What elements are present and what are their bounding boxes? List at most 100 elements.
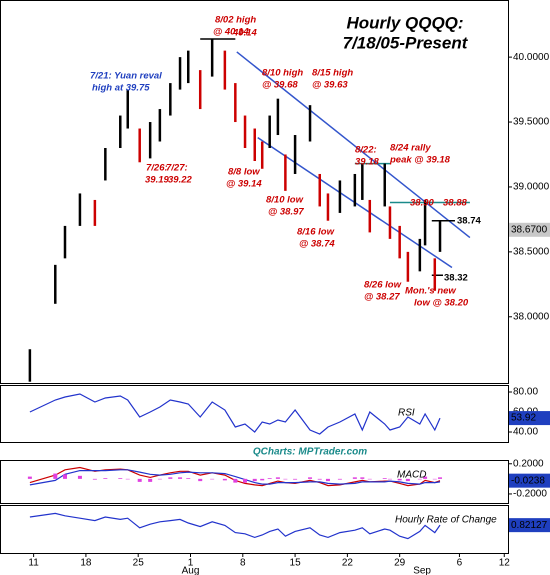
histogram-bar	[367, 478, 372, 480]
last-value-label: 53.92	[511, 413, 536, 424]
annotation: 39.18	[355, 157, 379, 168]
histogram-bar	[210, 478, 215, 480]
y-tick-label: 40.00	[513, 427, 538, 438]
annotation: @ 39.14	[226, 179, 262, 190]
histogram-bar	[148, 478, 153, 482]
histogram-bar	[308, 477, 313, 479]
annotation: 7/21: Yuan reval	[90, 71, 162, 82]
histogram-bar	[186, 478, 191, 479]
last-value-label: -0.0238	[511, 475, 545, 486]
annotation: 8/16 low	[297, 227, 335, 238]
panel-frame	[0, 0, 509, 384]
histogram-bar	[405, 478, 410, 482]
x-tick-label: 12	[499, 558, 511, 569]
annotation: 7/27:	[166, 163, 188, 174]
histogram-bar	[382, 478, 387, 479]
histogram-bar	[168, 477, 173, 479]
annotation: @ 38.74	[299, 239, 335, 250]
y-tick-label: 40.0000	[513, 52, 550, 63]
histogram-bar	[157, 478, 162, 480]
last-value-label: 0.82127	[511, 520, 548, 531]
y-tick-label: 38.5000	[513, 247, 550, 258]
y-tick-label: 39.5000	[513, 117, 550, 128]
annotation: 7/26:	[146, 163, 168, 174]
x-tick-label: 18	[80, 558, 92, 569]
trend-line	[236, 51, 471, 239]
indicator-line	[29, 393, 441, 435]
x-tick-label: 11	[28, 558, 39, 569]
annotation: peak @ 39.18	[389, 155, 451, 166]
source: QCharts: MPTrader.com	[253, 447, 367, 458]
month-label: Aug	[182, 566, 200, 575]
y-tick-label: -0.2000	[513, 489, 547, 500]
last-value-box	[509, 518, 550, 533]
histogram-bar	[417, 478, 422, 480]
histogram-bar	[118, 478, 123, 479]
annotation: @ 39.68	[262, 80, 298, 91]
histogram-bar	[387, 478, 392, 480]
annotation: @ 39.63	[312, 80, 348, 91]
histogram-bar	[233, 478, 238, 483]
histogram-bar	[360, 477, 365, 479]
histogram-bar	[125, 478, 130, 480]
x-tick-label: 1	[188, 558, 194, 569]
histogram-bar	[432, 478, 437, 480]
annotation: high at 39.75	[92, 83, 150, 94]
x-tick-label: 29	[394, 558, 406, 569]
histogram-bar	[438, 477, 443, 479]
annotation: 8/02 high	[215, 15, 256, 26]
annotation: 38.90	[410, 198, 434, 209]
panel-frame	[0, 385, 509, 443]
annotation: 8/26 low	[364, 280, 402, 291]
histogram-bar	[325, 478, 330, 482]
histogram-bar	[337, 478, 342, 480]
panel-frame	[0, 505, 509, 554]
last-value-box	[509, 411, 550, 426]
annotation: @ 40.14	[213, 27, 249, 38]
histogram-bar	[397, 478, 402, 481]
last-value-box	[509, 222, 550, 237]
chart-title: 7/18/05-Present	[343, 33, 469, 52]
histogram-bar	[260, 478, 265, 481]
annotation: @ 38.27	[364, 292, 400, 303]
y-tick-label: 39.0000	[513, 182, 550, 193]
indicator-title: Hourly Rate of Change	[395, 515, 497, 526]
annotation: @ 38.97	[268, 207, 304, 218]
annotation: 8/15 high	[312, 68, 353, 79]
histogram-bar	[283, 478, 288, 480]
histogram-bar	[243, 478, 248, 483]
annotation: low @ 38.20	[414, 298, 469, 309]
histogram-bar	[53, 473, 58, 479]
indicator-title: RSI	[398, 408, 415, 419]
annotation: 8/8 low	[228, 167, 260, 178]
annotation: 40.14	[232, 28, 257, 39]
histogram-bar	[317, 478, 322, 480]
y-tick-label: 0.2000	[513, 458, 544, 469]
x-tick-label: 15	[290, 558, 302, 569]
indicator-title: MACD	[397, 470, 426, 481]
annotation: 8/10 high	[262, 68, 303, 79]
histogram-bar	[267, 478, 272, 479]
y-tick-label: 80.00	[513, 387, 538, 398]
last-value-label: 38.6700	[511, 224, 548, 235]
month-label: Sep	[413, 566, 431, 575]
histogram-bar	[137, 478, 142, 482]
histogram-bar	[198, 478, 203, 482]
x-tick-label: 22	[342, 558, 354, 569]
annotation: 38.88	[443, 198, 467, 209]
annotation: 39.22	[168, 175, 192, 186]
histogram-bar	[178, 477, 183, 479]
annotation: Mon.'s new	[405, 286, 456, 297]
annotation: 8/24 rally	[390, 143, 431, 154]
indicator-line	[29, 469, 441, 486]
histogram-bar	[27, 476, 32, 479]
x-tick-label: 8	[240, 558, 246, 569]
x-tick-label: 25	[133, 558, 145, 569]
chart-title: Hourly QQQQ:	[346, 13, 463, 32]
annotation: 38.74	[457, 216, 481, 227]
annotation: 8/10 low	[266, 195, 304, 206]
annotation: 38.32	[444, 273, 468, 284]
annotation: 8/22:	[355, 145, 377, 156]
